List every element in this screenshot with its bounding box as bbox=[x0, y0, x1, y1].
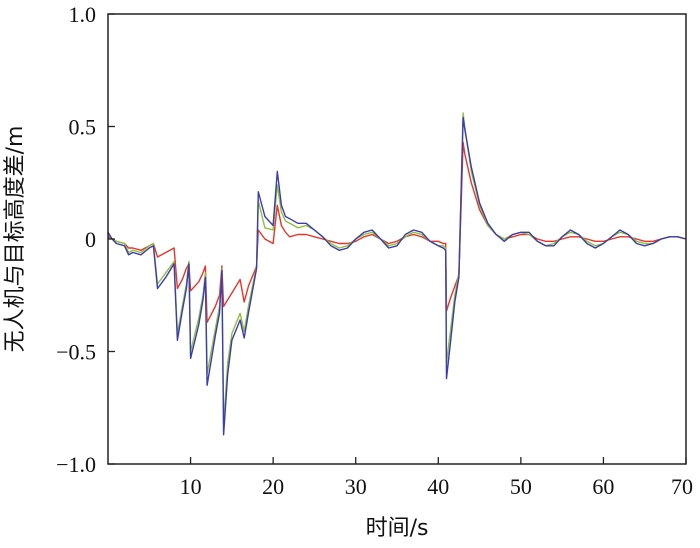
ticks-layer bbox=[108, 13, 687, 465]
x-tick-label-1: 20 bbox=[262, 474, 284, 499]
plot-frame bbox=[107, 13, 687, 465]
x-tick-label-4: 50 bbox=[510, 474, 532, 499]
series-layer bbox=[107, 112, 687, 436]
y-tick-label-1: −0.5 bbox=[56, 340, 96, 365]
y-tick-label-2: 0 bbox=[85, 227, 96, 252]
x-tick-label-6: 70 bbox=[671, 474, 693, 499]
x-tick-label-0: 10 bbox=[180, 474, 202, 499]
x-tick-label-3: 40 bbox=[427, 474, 449, 499]
series-line-3 bbox=[107, 116, 687, 436]
x-axis-label: 时间/s bbox=[366, 516, 429, 541]
y-tick-label-0: −1.0 bbox=[56, 452, 96, 477]
series-line-1 bbox=[107, 141, 687, 323]
tick-labels-layer: 10 20 30 40 50 60 70 −1.0 −0.5 0 0.5 1.0 bbox=[56, 2, 693, 499]
y-tick-label-4: 1.0 bbox=[69, 2, 97, 27]
x-tick-label-2: 30 bbox=[345, 474, 367, 499]
y-axis-label: 无人机与目标高度差/m bbox=[3, 126, 28, 353]
x-tick-label-5: 60 bbox=[592, 474, 614, 499]
series-line-2 bbox=[107, 112, 687, 425]
y-tick-label-3: 0.5 bbox=[69, 115, 97, 140]
